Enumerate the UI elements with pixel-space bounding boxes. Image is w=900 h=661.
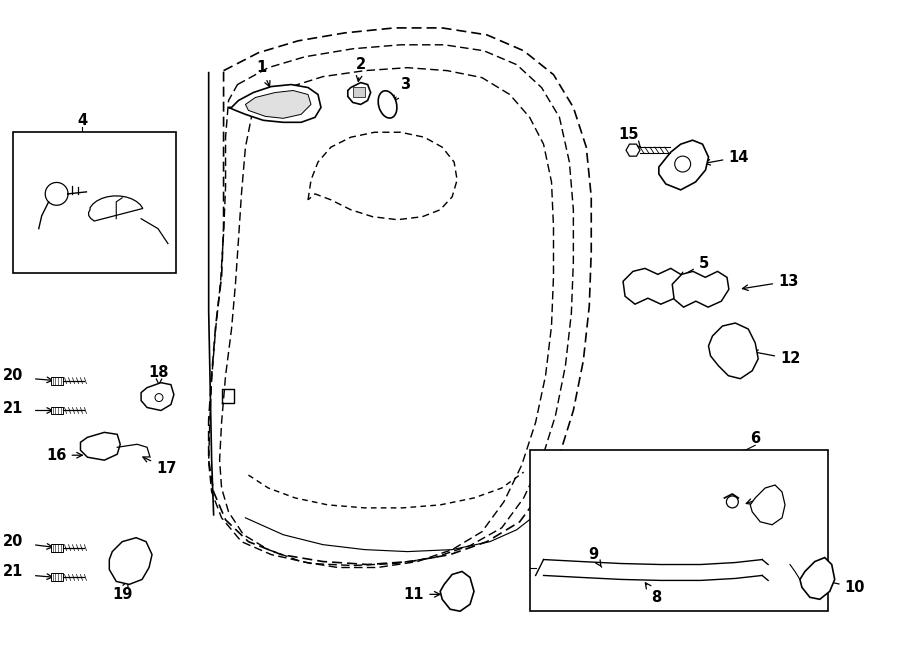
Circle shape — [675, 156, 690, 172]
Polygon shape — [751, 485, 785, 525]
Text: 21: 21 — [3, 401, 22, 416]
Text: 11: 11 — [404, 587, 440, 602]
Circle shape — [726, 496, 738, 508]
Text: 15: 15 — [619, 127, 640, 147]
Circle shape — [155, 393, 163, 401]
Polygon shape — [623, 268, 683, 304]
Polygon shape — [109, 537, 152, 584]
Polygon shape — [50, 543, 63, 551]
Polygon shape — [246, 91, 311, 118]
Polygon shape — [50, 407, 63, 414]
Polygon shape — [88, 196, 143, 221]
Polygon shape — [659, 140, 708, 190]
Polygon shape — [80, 432, 121, 460]
Text: 12: 12 — [752, 350, 800, 366]
Polygon shape — [353, 87, 364, 97]
Polygon shape — [229, 85, 321, 122]
Polygon shape — [800, 558, 834, 600]
Text: 14: 14 — [705, 149, 749, 165]
Text: 20: 20 — [3, 368, 22, 383]
Text: 2: 2 — [356, 58, 365, 81]
Polygon shape — [626, 144, 640, 156]
Polygon shape — [708, 323, 758, 379]
Polygon shape — [347, 83, 371, 104]
Polygon shape — [141, 383, 174, 410]
Text: 4: 4 — [77, 113, 87, 128]
Polygon shape — [50, 377, 63, 385]
Text: 17: 17 — [143, 457, 176, 476]
Text: 21: 21 — [3, 564, 22, 579]
Text: 7: 7 — [746, 487, 775, 504]
Text: 13: 13 — [742, 274, 798, 290]
Text: 3: 3 — [393, 77, 410, 101]
Text: 8: 8 — [645, 583, 661, 605]
FancyBboxPatch shape — [13, 132, 176, 274]
Text: 5: 5 — [680, 256, 709, 277]
Ellipse shape — [378, 91, 397, 118]
Text: 16: 16 — [46, 447, 82, 463]
Polygon shape — [440, 572, 474, 611]
Text: 18: 18 — [148, 366, 169, 386]
Text: 20: 20 — [3, 534, 22, 549]
Polygon shape — [672, 272, 729, 307]
Text: 6: 6 — [751, 431, 760, 446]
Text: 9: 9 — [589, 547, 601, 567]
FancyBboxPatch shape — [529, 450, 828, 611]
Text: 19: 19 — [112, 581, 132, 602]
Polygon shape — [50, 574, 63, 582]
Text: 10: 10 — [822, 579, 865, 595]
Text: 1: 1 — [256, 60, 270, 87]
